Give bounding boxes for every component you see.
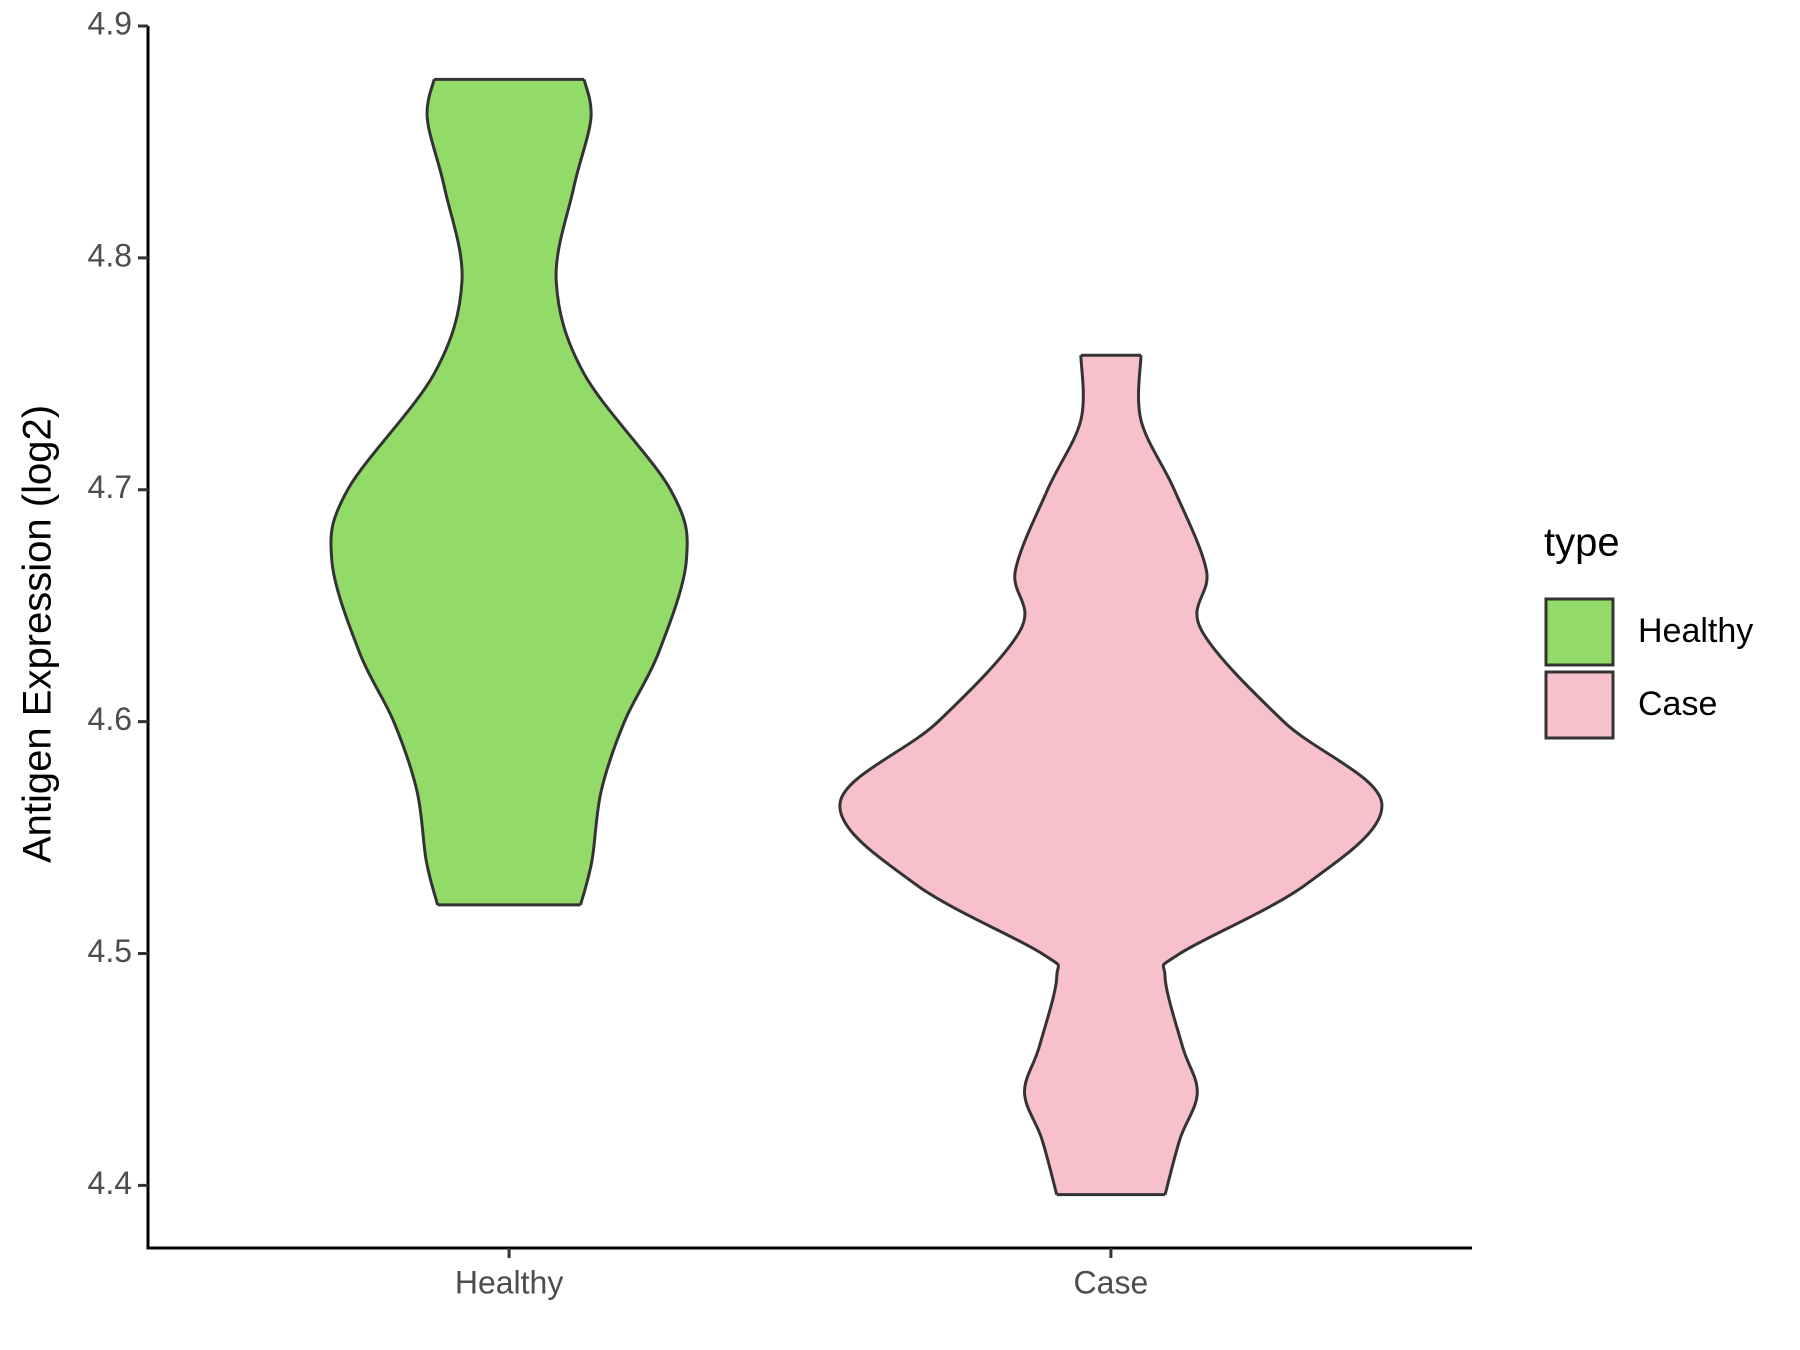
violin-half	[839, 354, 1112, 1196]
legend-key	[1544, 597, 1615, 667]
violin-outline	[838, 355, 1085, 1196]
legend-title: type	[1544, 521, 1620, 565]
violin-outline	[554, 78, 689, 906]
y-tick-label: 4.9	[88, 5, 132, 41]
y-tick-label: 4.5	[88, 933, 132, 969]
x-tick-label: Case	[1074, 1264, 1149, 1300]
violin-half	[1110, 354, 1383, 1196]
y-tick-label: 4.8	[88, 237, 132, 273]
legend-key	[1544, 670, 1615, 740]
violin-half	[330, 78, 510, 906]
legend-label: Healthy	[1638, 612, 1753, 650]
violin-outline	[1137, 355, 1384, 1196]
y-axis-title: Antigen Expression (log2)	[16, 405, 60, 863]
y-tick-label: 4.7	[88, 469, 132, 505]
x-tick-label: Healthy	[455, 1264, 564, 1300]
legend-label: Case	[1638, 685, 1717, 723]
violin-half	[508, 78, 688, 906]
y-tick-label: 4.4	[88, 1165, 132, 1201]
y-tick-label: 4.6	[88, 701, 132, 737]
violin-outline	[329, 78, 464, 906]
